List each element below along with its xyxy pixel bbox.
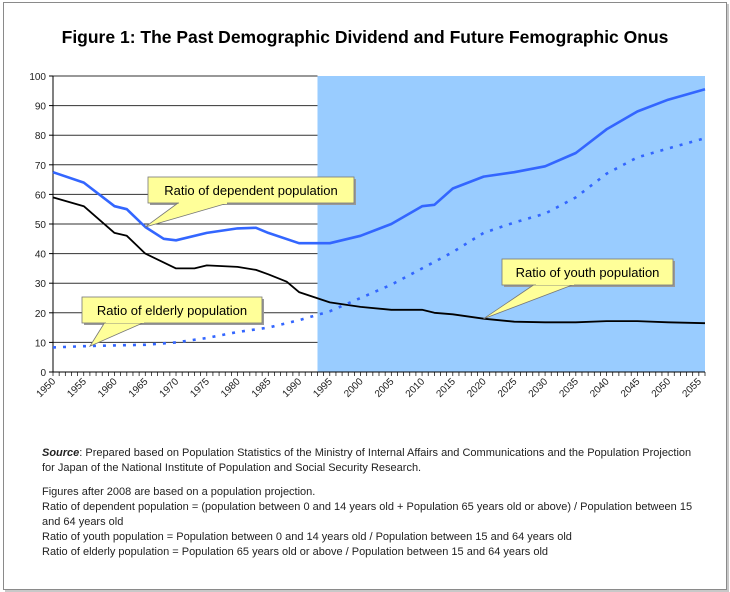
x-tick-label: 2030 (527, 376, 551, 400)
chart-title: Figure 1: The Past Demographic Dividend … (61, 27, 669, 47)
y-tick-label: 10 (35, 338, 47, 349)
x-tick-label: 2035 (557, 376, 581, 400)
callout: Ratio of youth population (483, 258, 675, 320)
x-tick-label: 2055 (680, 376, 704, 400)
y-tick-label: 70 (35, 161, 47, 172)
callout-label: Ratio of youth population (516, 265, 660, 280)
source-text: : Prepared based on Population Statistic… (42, 447, 692, 474)
source-label: Source (42, 447, 80, 459)
x-tick-label: 2025 (496, 376, 520, 400)
x-tick-label: 1960 (96, 376, 120, 400)
y-tick-label: 30 (35, 279, 47, 290)
callout-box (501, 258, 674, 286)
figure-frame (3, 2, 727, 590)
x-tick-label: 2010 (404, 376, 428, 400)
x-tick-label: 1950 (35, 376, 59, 400)
series-line-0 (52, 88, 706, 245)
callout-label: Ratio of elderly population (97, 303, 247, 318)
x-tick-label: 1965 (127, 376, 151, 400)
y-tick-label: 0 (40, 368, 46, 379)
y-tick-label: 50 (35, 220, 47, 231)
callout: Ratio of dependent population (145, 176, 356, 228)
callout-pointer (145, 202, 229, 228)
callout-box (81, 296, 263, 324)
x-tick-label: 2045 (619, 376, 643, 400)
x-tick-label: 1970 (158, 376, 182, 400)
series-line-1 (52, 196, 706, 325)
x-tick-label: 1995 (311, 376, 335, 400)
callout-label: Ratio of dependent population (164, 183, 337, 198)
y-tick-label: 40 (35, 250, 47, 261)
x-tick-label: 1980 (219, 376, 243, 400)
x-tick-label: 1975 (188, 376, 212, 400)
x-tick-label: 1990 (281, 376, 305, 400)
y-tick-label: 60 (35, 190, 47, 201)
callout-box (147, 176, 355, 204)
y-tick-label: 100 (29, 72, 46, 83)
y-tick-label: 20 (35, 309, 47, 320)
x-tick-label: 2015 (434, 376, 458, 400)
x-tick-label: 2005 (373, 376, 397, 400)
source-note: Source: Prepared based on Population Sta… (42, 446, 702, 476)
note-line: Ratio of youth population = Population b… (42, 531, 572, 543)
x-tick-label: 1955 (65, 376, 89, 400)
x-tick-label: 2020 (465, 376, 489, 400)
callout: Ratio of elderly population (81, 296, 264, 348)
note-line: Ratio of dependent population = (populat… (42, 501, 693, 528)
x-tick-label: 2000 (342, 376, 366, 400)
y-tick-label: 80 (35, 131, 47, 142)
series-line-2 (52, 136, 706, 349)
x-tick-label: 1985 (250, 376, 274, 400)
note-line: Ratio of elderly population = Population… (42, 546, 549, 558)
notes: Source: Prepared based on Population Sta… (42, 446, 702, 560)
y-tick-label: 90 (35, 102, 47, 113)
note-line: Figures after 2008 are based on a popula… (42, 486, 316, 498)
x-tick-label: 2050 (650, 376, 674, 400)
x-tick-label: 2040 (588, 376, 612, 400)
